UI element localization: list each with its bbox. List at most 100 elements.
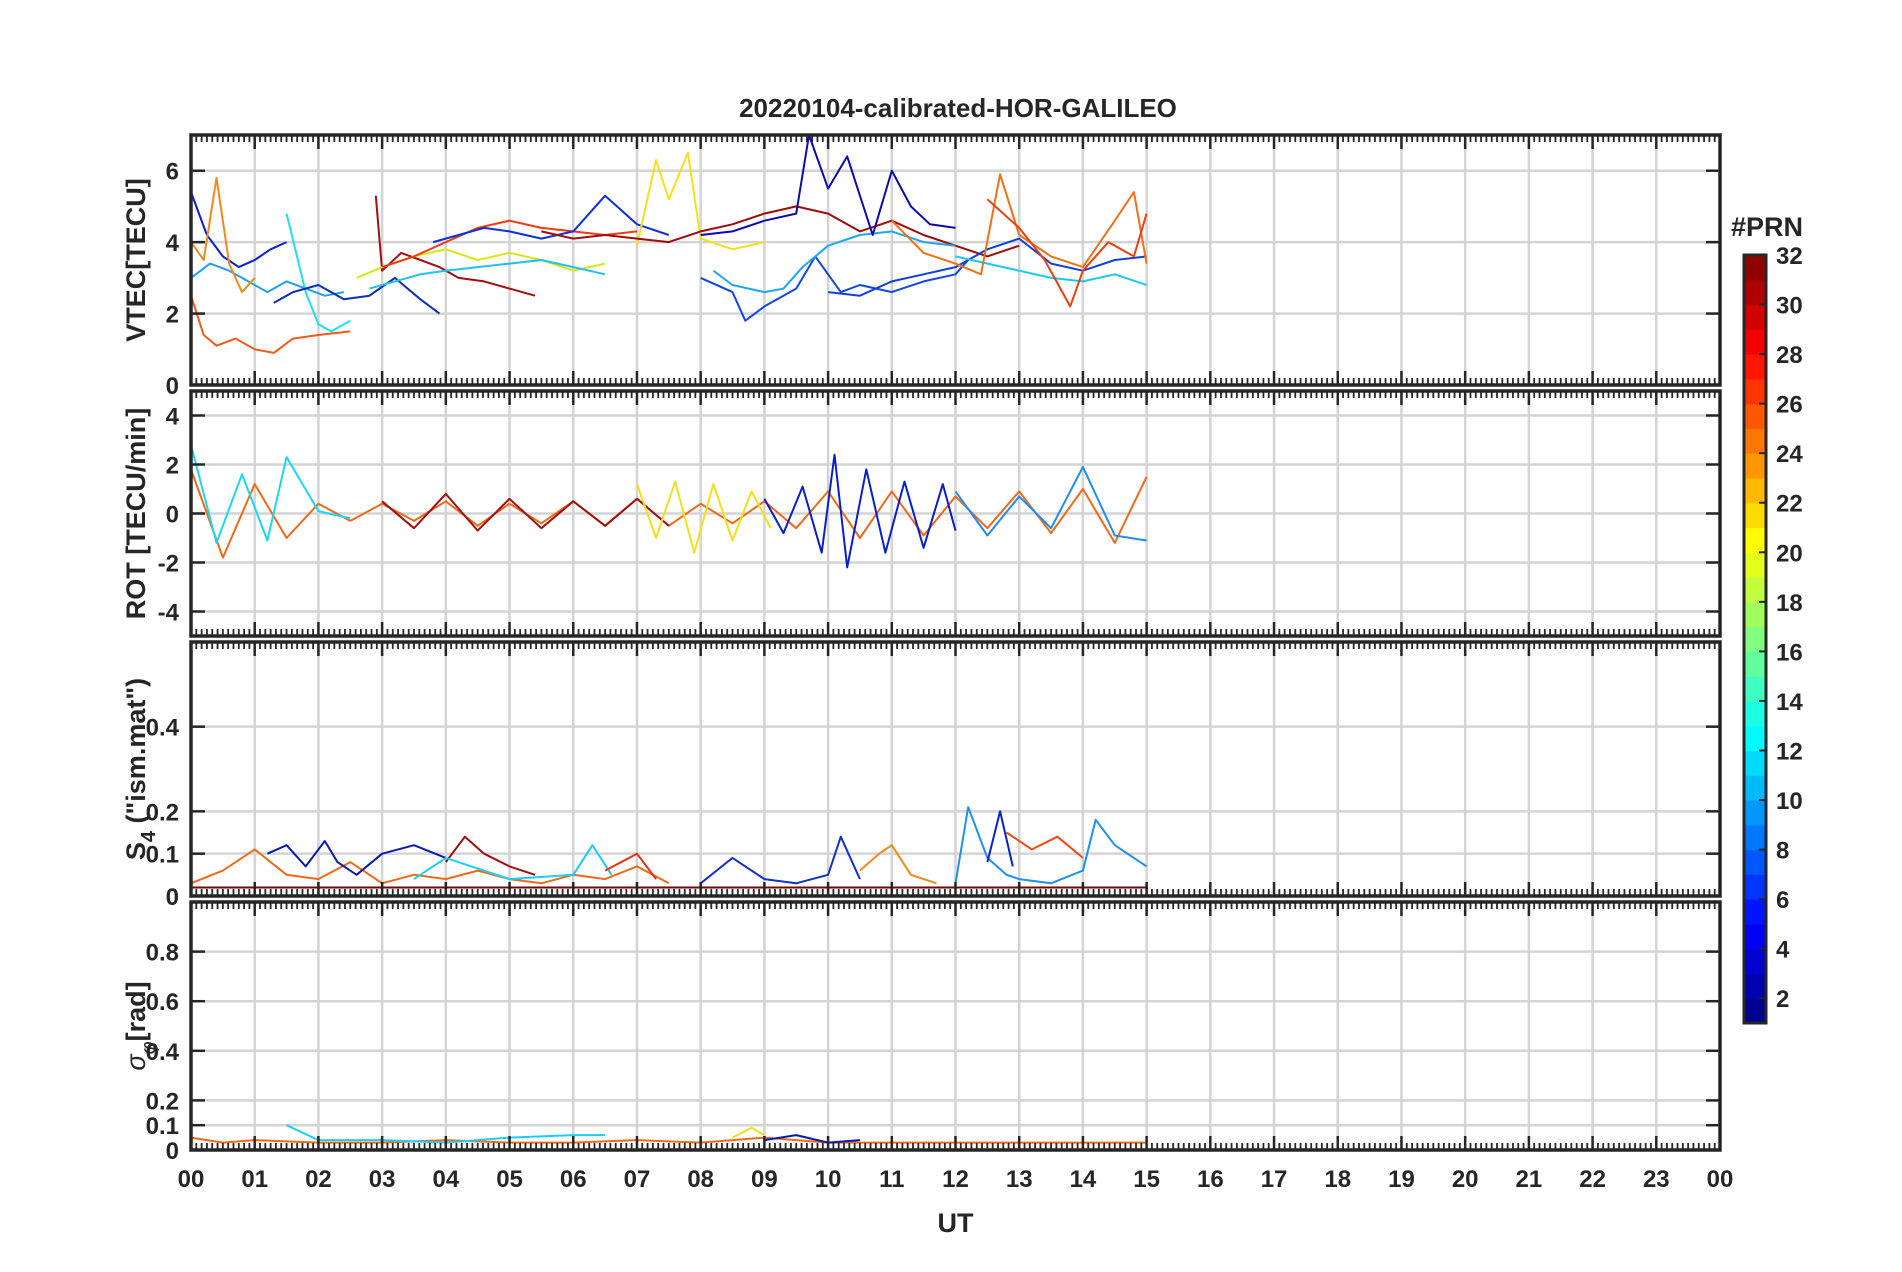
colorbar-swatch (1744, 874, 1766, 900)
series-line-14 (700, 255, 969, 322)
series-line-18 (955, 255, 1147, 286)
colorbar-swatch (1744, 973, 1766, 999)
colorbar-tick-label: 10 (1776, 788, 1803, 815)
y-tick-label: 0.4 (146, 715, 180, 742)
colorbar-swatch (1744, 477, 1766, 504)
colorbar-frame (1742, 253, 1768, 1025)
series-line-5 (285, 213, 351, 333)
colorbar-swatch (1744, 849, 1766, 875)
plot-frame (189, 640, 1722, 898)
colorbar-swatch (1744, 998, 1766, 1024)
panel-vtec: 0 2 4 6 VTEC[TECU] (121, 133, 1722, 400)
x-tick-label: 09 (751, 1166, 778, 1193)
y-axis-label: σφ[rad] (121, 981, 160, 1070)
x-tick-label: 03 (369, 1166, 396, 1193)
y-tick-label: 0.2 (146, 799, 179, 826)
panel-s4: 00.10.20.4S4 ("ism.mat") (121, 640, 1722, 911)
colorbar-swatch (1744, 304, 1766, 330)
colorbar-swatch (1744, 527, 1766, 553)
colorbar-swatch (1744, 255, 1766, 281)
x-tick-label: 06 (560, 1166, 587, 1193)
series-line-3 (732, 1126, 765, 1139)
colorbar-swatch (1744, 502, 1766, 529)
y-tick-label: 0.1 (146, 842, 179, 869)
colorbar-tick-label: 18 (1776, 590, 1803, 617)
y-tick-label: 0 (166, 502, 179, 529)
x-tick-label: 08 (687, 1166, 714, 1193)
series-line-4 (190, 176, 256, 294)
y-tick-label: 4 (166, 404, 180, 431)
colorbar-swatch (1744, 453, 1766, 479)
series-line-12 (636, 151, 765, 251)
series-group (190, 134, 1148, 354)
x-tick-label: 00 (1707, 1166, 1734, 1193)
colorbar-swatch (1744, 403, 1766, 430)
y-tick-label: 0.1 (146, 1113, 179, 1140)
y-tick-label: -4 (158, 600, 180, 627)
x-tick-label: 19 (1388, 1166, 1415, 1193)
plot-frame (189, 389, 1722, 638)
colorbar-swatch (1744, 651, 1766, 677)
y-axis-label: S4 ("ism.mat") (121, 678, 160, 860)
series-line-20 (986, 198, 1148, 308)
colorbar-tick-label: 4 (1776, 937, 1790, 964)
x-tick-label: 02 (305, 1166, 332, 1193)
x-tick-label: 13 (1006, 1166, 1033, 1193)
x-tick-label: 21 (1516, 1166, 1543, 1193)
colorbar-swatch (1744, 676, 1766, 702)
series-line-3 (445, 835, 536, 876)
y-tick-label: 6 (166, 159, 179, 186)
colorbar-swatch (1744, 700, 1766, 727)
colorbar-tick-label: 20 (1776, 540, 1803, 567)
x-tick-label: 07 (624, 1166, 651, 1193)
y-tick-label: 2 (166, 453, 179, 480)
y-tick-label: -2 (158, 551, 179, 578)
y-axis-label-rest: [rad] (121, 981, 151, 1041)
series-line-2 (266, 840, 447, 876)
colorbar-tick-label: 2 (1776, 986, 1789, 1013)
colorbar-swatch (1744, 552, 1766, 578)
y-axis-label-sub: φ (138, 1041, 160, 1054)
panel-rot: -4 -2 0 2 4 ROT [TECU/min] (121, 389, 1722, 638)
series-line-6 (273, 276, 441, 315)
y-axis-label-rest: ("ism.mat") (121, 678, 151, 831)
y-axis-label-sub: 4 (138, 830, 160, 842)
y-axis-label: VTEC[TECU] (121, 178, 151, 342)
x-tick-label: 23 (1643, 1166, 1670, 1193)
series-line-3 (190, 295, 351, 354)
panel-sigma-phi: 00.10.2 0.4 0.6 0.8 σφ[rad] 00 01 02 03 04 05 06 07 0… (121, 900, 1734, 1238)
series-line-10 (1005, 831, 1084, 859)
x-tick-label: 00 (178, 1166, 205, 1193)
y-tick-label: 0 (166, 1138, 179, 1165)
x-tick-label: 04 (432, 1166, 459, 1193)
y-tick-label: 0.4 (146, 1039, 180, 1066)
series-line-10 (381, 219, 638, 269)
y-tick-label: 4 (166, 230, 180, 257)
x-tick-label: 20 (1452, 1166, 1479, 1193)
x-tick-label: 17 (1261, 1166, 1288, 1193)
x-tick-label: 14 (1070, 1166, 1097, 1193)
colorbar-tick-label: 22 (1776, 491, 1803, 518)
series-line-6 (700, 835, 861, 885)
colorbar-swatch (1744, 725, 1766, 752)
colorbar-tick-label: 8 (1776, 838, 1789, 865)
x-tick-label: 05 (496, 1166, 523, 1193)
x-tick-label: 10 (815, 1166, 842, 1193)
series-line-7 (859, 844, 937, 885)
colorbar-tick-label: 14 (1776, 689, 1803, 716)
y-tick-label: 0.6 (146, 989, 179, 1016)
series-group (190, 444, 1148, 569)
x-tick-label: 12 (942, 1166, 969, 1193)
series-line-17 (827, 237, 1147, 297)
series-line-5 (604, 852, 657, 880)
plot-frame (189, 133, 1722, 387)
x-tick-label: 16 (1197, 1166, 1224, 1193)
y-axis-label-main: σ (121, 1053, 151, 1071)
colorbar-swatch (1744, 775, 1766, 801)
colorbar-swatch (1744, 428, 1766, 454)
series-group (190, 806, 1148, 889)
colorbar-tick-label: 24 (1776, 441, 1803, 468)
y-axis-label: ROT [TECU/min] (121, 408, 151, 619)
